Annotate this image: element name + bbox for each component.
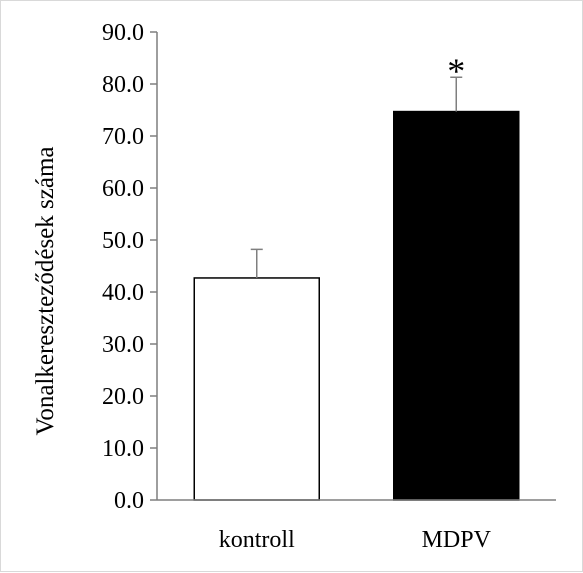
y-tick-label: 0.0 [114,488,144,514]
y-tick-label: 10.0 [102,436,144,462]
y-tick-label: 50.0 [102,228,144,254]
y-tick-label: 70.0 [102,124,144,150]
category-label-mdpv: MDPV [422,527,492,553]
axes [156,32,556,501]
bar-kontroll [193,277,320,501]
bars [193,110,520,501]
bar-mdpv [393,110,520,501]
y-tick-label: 20.0 [102,384,144,410]
significance-marker-mdpv: * [447,51,465,91]
significance-markers: * [447,51,465,91]
y-tick-label: 40.0 [102,280,144,306]
y-tick-label: 90.0 [102,20,144,46]
x-axis-category-labels: kontroll MDPV [219,527,492,553]
y-tick-label: 60.0 [102,176,144,202]
y-axis-title: Vonalkereszteződések száma [32,147,59,436]
y-tick-label: 80.0 [102,72,144,98]
y-tick-label: 30.0 [102,332,144,358]
error-bars [250,76,463,278]
category-label-kontroll: kontroll [219,527,295,553]
y-axis-ticks: 0.0 10.0 20.0 30.0 40.0 50.0 60.0 70.0 80.0 90.0 [102,20,157,514]
